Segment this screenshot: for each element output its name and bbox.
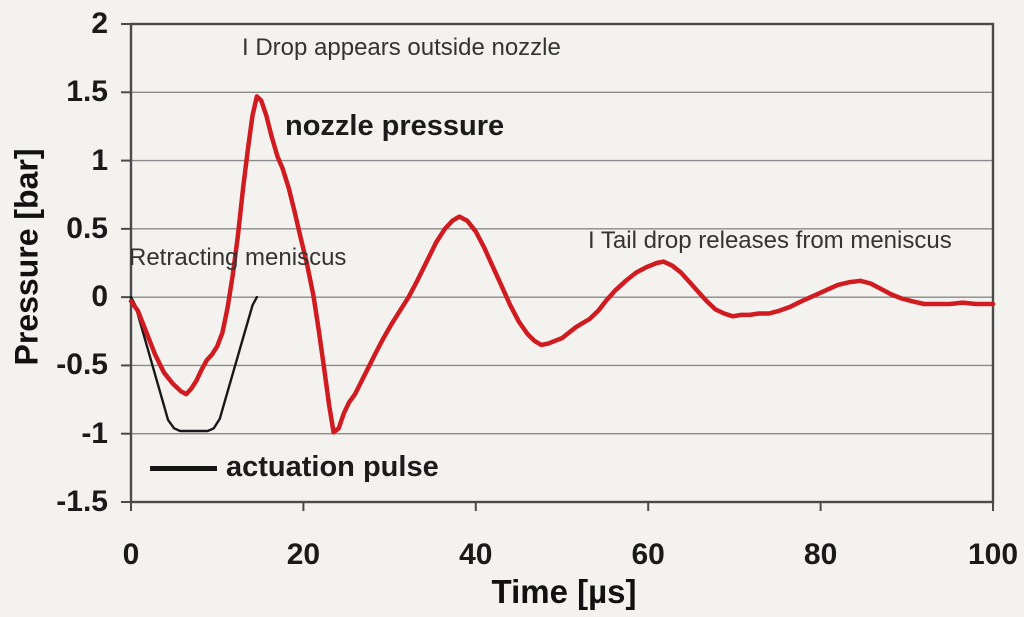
y-tick-label: -1: [81, 416, 108, 450]
y-tick-label: 2: [91, 7, 108, 40]
x-tick-label: 0: [122, 538, 140, 571]
plot-border: [129, 22, 995, 504]
y-tick-label: -1.5: [56, 485, 108, 518]
x-axis-title: Time [µs]: [491, 573, 637, 610]
y-tick-label: 0.5: [66, 211, 108, 245]
x-tick-label: 80: [803, 538, 838, 571]
x-tick-label: 20: [286, 538, 321, 571]
actuation-pulse-legend-line: [150, 466, 217, 471]
x-tick-label: 100: [967, 538, 1019, 571]
annotation-drop-appears: I Drop appears outside nozzle: [242, 34, 561, 61]
annotation-tail-drop: I Tail drop releases from meniscus: [588, 227, 952, 254]
y-tick-label: 1.5: [66, 75, 108, 109]
x-tick-label: 60: [631, 538, 665, 571]
y-tick-label: -0.5: [56, 348, 108, 382]
actuation-pulse-legend-label: actuation pulse: [226, 451, 439, 483]
series-actuation-pulse: [129, 295, 259, 433]
y-axis-title: Pressure [bar]: [8, 148, 45, 366]
nozzle-pressure-series-label: nozzle pressure: [285, 110, 505, 142]
y-tick-label: 0: [91, 280, 108, 314]
series-nozzle-pressure: [128, 94, 996, 435]
annotation-retracting-meniscus: Retracting meniscus: [129, 244, 347, 271]
x-tick-label: 40: [459, 538, 493, 571]
y-tick-label: 1: [91, 143, 108, 177]
